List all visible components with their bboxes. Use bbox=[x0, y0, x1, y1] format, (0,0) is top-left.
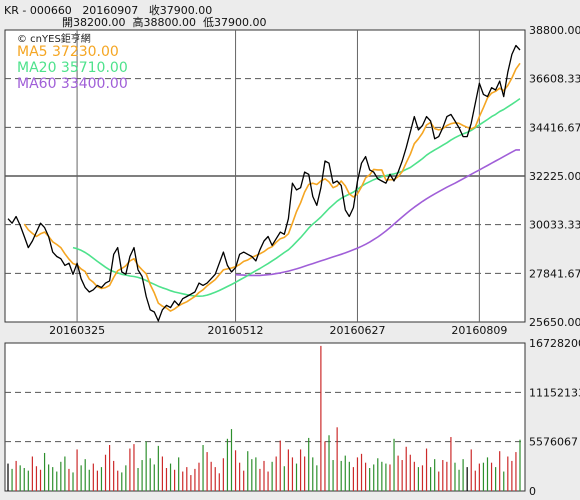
price-y-tick-label: 25650.00 bbox=[529, 316, 580, 329]
price-line bbox=[7, 44, 521, 322]
volume-grid bbox=[5, 391, 525, 443]
volume-panel-frame bbox=[4, 342, 526, 492]
price-lines bbox=[7, 44, 521, 322]
low-price-label: 低37900.00 bbox=[203, 16, 267, 29]
volume-y-tick-label: 0 bbox=[529, 485, 536, 498]
price-y-tick-label: 34416.67 bbox=[529, 121, 580, 134]
price-grid bbox=[5, 30, 525, 322]
volume-y-tick-label: 16728200 bbox=[529, 337, 580, 350]
legend-entry: MA60 33400.00 bbox=[17, 76, 128, 92]
watermark-logo: © cnYES鉅亨網 bbox=[17, 32, 91, 45]
price-y-tick-label: 38800.00 bbox=[529, 24, 580, 37]
ma5-line bbox=[23, 62, 521, 312]
volume-y-tick-label: 5576067 bbox=[529, 436, 578, 449]
price-y-tick-label: 30033.33 bbox=[529, 219, 580, 232]
legend-entry: MA5 37230.00 bbox=[17, 44, 119, 60]
date-label: 20160907 bbox=[82, 4, 139, 17]
header-line-1: KR - 000660 20160907 收37900.00 bbox=[4, 2, 212, 18]
legend-entry: MA20 35710.00 bbox=[17, 60, 128, 76]
date-x-axis: 20160325 20160512 20160627 20160809 bbox=[49, 324, 507, 337]
price-y-tick-label: 32225.00 bbox=[529, 170, 580, 183]
date-tick-label: 20160325 bbox=[49, 324, 105, 337]
close-price-label: 收37900.00 bbox=[148, 4, 213, 17]
ma20-line bbox=[72, 97, 521, 297]
high-price-label: 高38800.00 bbox=[132, 16, 197, 29]
symbol-label: KR - 000660 bbox=[4, 4, 72, 17]
ma60-line bbox=[235, 149, 520, 277]
volume-bars bbox=[7, 345, 521, 491]
price-y-tick-label: 36608.33 bbox=[529, 73, 580, 86]
date-tick-label: 20160809 bbox=[451, 324, 507, 337]
date-tick-label: 20160512 bbox=[208, 324, 264, 337]
price-y-axis: 38800.00 36608.33 34416.67 32225.00 30033.33… bbox=[529, 24, 580, 329]
header-line-2: 開38200.00 高38800.00 低37900.00 bbox=[62, 14, 267, 30]
open-price-label: 開38200.00 bbox=[62, 16, 126, 29]
volume-y-axis: 16728200 11152133 5576067 0 bbox=[529, 337, 580, 498]
volume-y-tick-label: 11152133 bbox=[529, 386, 580, 399]
date-tick-label: 20160627 bbox=[329, 324, 385, 337]
price-y-tick-label: 27841.67 bbox=[529, 267, 580, 280]
